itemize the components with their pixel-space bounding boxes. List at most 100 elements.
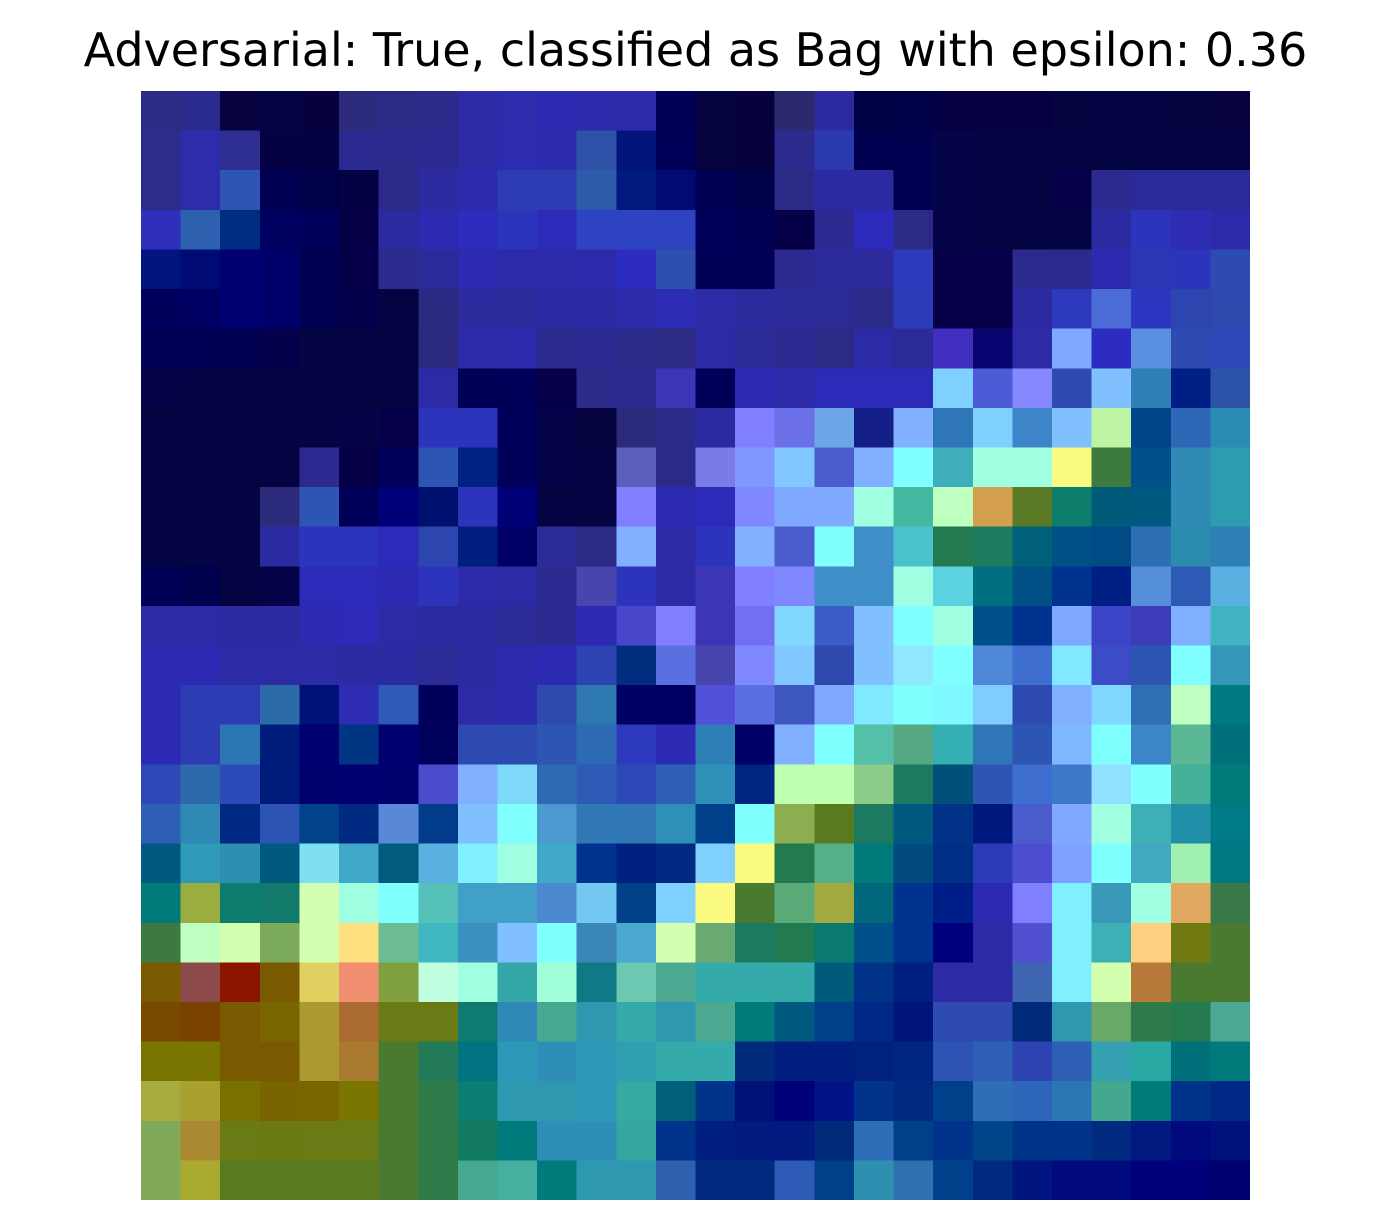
heatmap-cell: [853, 91, 895, 132]
heatmap-cell: [299, 526, 340, 567]
heatmap-cell: [497, 407, 538, 449]
heatmap-cell: [853, 249, 895, 290]
heatmap-cell: [259, 922, 301, 963]
heatmap-cell: [655, 289, 697, 330]
heatmap-cell: [814, 1120, 855, 1161]
heatmap-cell: [141, 803, 182, 845]
heatmap-cell: [378, 170, 419, 211]
heatmap-cell: [418, 922, 459, 963]
heatmap-cell: [576, 1160, 617, 1200]
heatmap-cell: [418, 289, 459, 330]
heatmap-cell: [933, 1001, 974, 1043]
heatmap-cell: [1131, 1081, 1172, 1122]
heatmap-cell: [299, 605, 340, 647]
heatmap-cell: [457, 407, 499, 449]
heatmap-cell: [339, 685, 380, 726]
heatmap-cell: [457, 566, 499, 607]
heatmap-cell: [893, 764, 934, 805]
heatmap-cell: [141, 1081, 182, 1122]
heatmap-cell: [1170, 249, 1211, 290]
heatmap-cell: [933, 685, 974, 726]
heatmap-cell: [537, 922, 578, 963]
heatmap-cell: [814, 566, 855, 607]
heatmap-cell: [339, 526, 380, 567]
heatmap-cell: [180, 1001, 221, 1043]
heatmap-cell: [814, 368, 855, 409]
heatmap-cell: [418, 487, 459, 528]
heatmap-cell: [1091, 487, 1132, 528]
heatmap-cell: [299, 843, 340, 884]
heatmap-cell: [537, 209, 578, 251]
heatmap-cell: [1170, 1001, 1211, 1043]
heatmap-cell: [457, 328, 499, 369]
heatmap-cell: [497, 645, 538, 686]
heatmap-cell: [418, 685, 459, 726]
heatmap-cell: [774, 1001, 815, 1043]
heatmap-cell: [339, 1160, 380, 1200]
heatmap-cell: [537, 407, 578, 449]
heatmap-cell: [814, 289, 855, 330]
heatmap-cell: [933, 289, 974, 330]
heatmap-cell: [180, 1081, 221, 1122]
heatmap-cell: [220, 883, 261, 924]
heatmap-cell: [497, 91, 538, 132]
heatmap-cell: [695, 407, 736, 449]
heatmap-cell: [1051, 724, 1093, 765]
heatmap-cell: [1012, 130, 1053, 171]
heatmap-cell: [537, 487, 578, 528]
heatmap-cell: [893, 487, 934, 528]
heatmap-cell: [339, 764, 380, 805]
heatmap-cell: [537, 764, 578, 805]
heatmap-cell: [378, 526, 419, 567]
heatmap-cell: [141, 487, 182, 528]
heatmap-cell: [933, 764, 974, 805]
heatmap-cell: [259, 209, 301, 251]
heatmap-cell: [259, 1041, 301, 1082]
heatmap-cell: [1091, 209, 1132, 251]
heatmap-cell: [1051, 605, 1093, 647]
heatmap-cell: [299, 1001, 340, 1043]
heatmap-cell: [972, 962, 1013, 1003]
heatmap-cell: [1012, 209, 1053, 251]
heatmap-cell: [853, 883, 895, 924]
heatmap-cell: [774, 843, 815, 884]
heatmap-cell: [418, 526, 459, 567]
heatmap-cell: [853, 724, 895, 765]
heatmap-cell: [616, 407, 657, 449]
heatmap-cell: [972, 803, 1013, 845]
heatmap-cell: [259, 724, 301, 765]
heatmap-cell: [893, 724, 934, 765]
heatmap-cell: [695, 1160, 736, 1200]
heatmap-cell: [933, 249, 974, 290]
heatmap-cell: [299, 803, 340, 845]
heatmap-cell: [497, 724, 538, 765]
heatmap-cell: [299, 130, 340, 171]
heatmap-cell: [735, 1160, 776, 1200]
heatmap-cell: [972, 1160, 1013, 1200]
heatmap-cell: [1131, 526, 1172, 567]
heatmap-cell: [933, 962, 974, 1003]
heatmap-cell: [774, 566, 815, 607]
heatmap-cell: [774, 1041, 815, 1082]
heatmap-cell: [378, 447, 419, 488]
heatmap-cell: [576, 1120, 617, 1161]
heatmap-cell: [339, 368, 380, 409]
heatmap-cell: [1210, 209, 1250, 251]
heatmap-cell: [933, 1120, 974, 1161]
heatmap-cell: [814, 1081, 855, 1122]
heatmap-cell: [774, 1160, 815, 1200]
heatmap-cell: [497, 1160, 538, 1200]
heatmap-cell: [933, 487, 974, 528]
heatmap-cell: [418, 91, 459, 132]
heatmap-cell: [141, 249, 182, 290]
heatmap-cell: [457, 1120, 499, 1161]
heatmap-cell: [695, 328, 736, 369]
heatmap-cell: [933, 843, 974, 884]
heatmap-cell: [497, 764, 538, 805]
heatmap-cell: [537, 130, 578, 171]
heatmap-cell: [893, 1120, 934, 1161]
heatmap-cell: [1131, 91, 1172, 132]
heatmap-cell: [972, 407, 1013, 449]
heatmap-cell: [1210, 91, 1250, 132]
heatmap-cell: [299, 91, 340, 132]
